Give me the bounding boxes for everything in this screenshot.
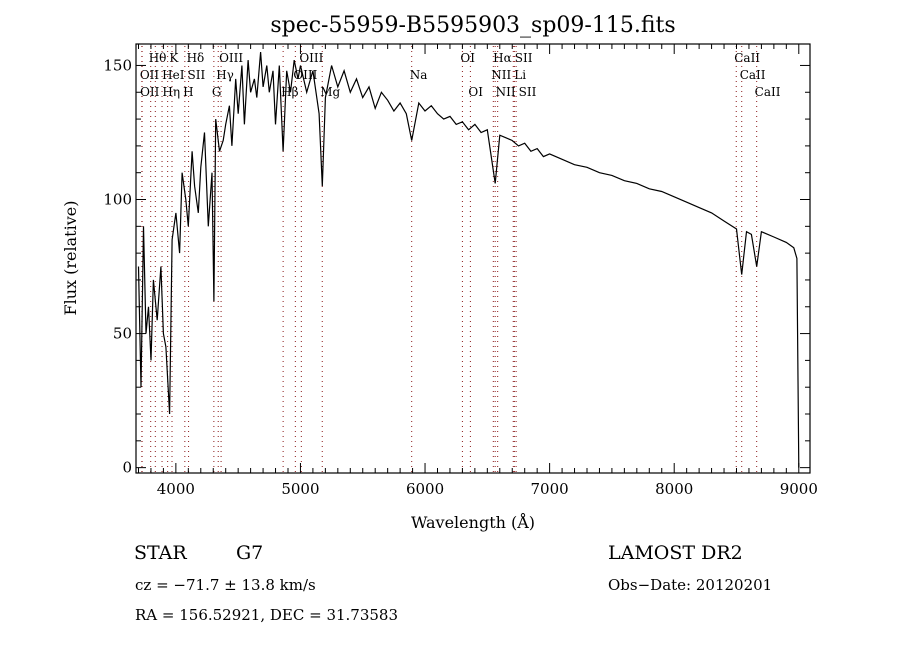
line-marker-label: CaII bbox=[734, 51, 760, 65]
line-marker-label: OI bbox=[468, 85, 483, 99]
subclass: G7 bbox=[236, 542, 263, 564]
survey: LAMOST DR2 bbox=[608, 542, 743, 564]
y-axis-label: Flux (relative) bbox=[61, 201, 80, 316]
line-marker-label: CaII bbox=[755, 85, 781, 99]
line-marker-label: Na bbox=[410, 68, 428, 82]
line-marker-label: SII bbox=[515, 51, 533, 65]
y-tick-label: 150 bbox=[103, 56, 132, 74]
line-marker-label: OII bbox=[140, 85, 160, 99]
line-marker-label: Li bbox=[514, 68, 526, 82]
x-tick-label: 7000 bbox=[531, 480, 569, 498]
line-marker-label: NII bbox=[491, 68, 511, 82]
line-marker-label: NII bbox=[496, 85, 516, 99]
line-marker-label: Hγ bbox=[216, 68, 234, 82]
y-tick-label: 100 bbox=[103, 191, 132, 209]
line-marker-label: HeI bbox=[162, 68, 185, 82]
plot-frame bbox=[135, 43, 811, 474]
line-marker-label: OIII bbox=[219, 51, 243, 65]
line-marker-label: Hη bbox=[162, 85, 180, 99]
object-class: STAR bbox=[134, 542, 187, 564]
line-marker-label: H bbox=[183, 85, 193, 99]
line-marker-label: SII bbox=[519, 85, 537, 99]
line-marker-label: OI bbox=[460, 51, 475, 65]
x-axis-label: Wavelength (Å) bbox=[411, 512, 535, 532]
line-marker-label: CaII bbox=[740, 68, 766, 82]
line-marker-label: Hθ bbox=[149, 51, 167, 65]
x-tick-label: 8000 bbox=[655, 480, 693, 498]
line-marker-label: Hα bbox=[493, 51, 512, 65]
line-marker-label: SII bbox=[187, 68, 205, 82]
x-tick-label: 5000 bbox=[281, 480, 319, 498]
line-marker-label: OIII bbox=[299, 51, 323, 65]
spectrum-line bbox=[137, 51, 800, 468]
line-marker-label: K bbox=[169, 51, 179, 65]
x-tick-label: 9000 bbox=[780, 480, 818, 498]
line-marker-label: G bbox=[212, 85, 222, 99]
chart-title: spec-55959-B5595903_sp09-115.fits bbox=[270, 13, 675, 38]
obs-date: Obs−Date: 20120201 bbox=[608, 576, 772, 594]
line-marker-label: OII bbox=[140, 68, 160, 82]
x-tick-label: 6000 bbox=[406, 480, 444, 498]
y-tick-label: 50 bbox=[113, 325, 132, 343]
cz-value: cz = −71.7 ± 13.8 km/s bbox=[135, 576, 316, 594]
y-tick-label: 0 bbox=[122, 459, 132, 477]
axis-ticks: 4000 5000 6000 7000 8000 9000 0 50 100 150 bbox=[103, 44, 818, 498]
coordinates: RA = 156.52921, DEC = 31.73583 bbox=[135, 606, 398, 624]
line-marker-label: Hδ bbox=[187, 51, 205, 65]
x-tick-label: 4000 bbox=[157, 480, 195, 498]
